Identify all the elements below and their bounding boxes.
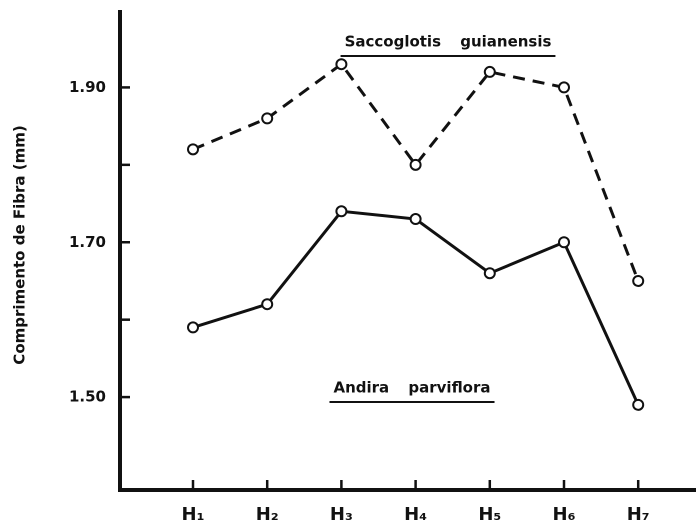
series-line (192, 62, 640, 282)
series-label: Andira parviflora (333, 379, 490, 397)
x-tick-label: H₃ (330, 504, 353, 525)
y-axis-label: Comprimento de Fibra (mm) (11, 125, 29, 364)
data-point (335, 205, 348, 218)
x-tick-label: H₂ (256, 504, 279, 525)
series-label: Saccoglotis guianensis (345, 33, 552, 51)
y-tick-label: 1.50 (69, 388, 106, 406)
x-tick-label: H₆ (553, 504, 576, 525)
series-line (192, 209, 640, 406)
data-point (483, 65, 496, 78)
data-point (335, 58, 348, 71)
data-point (187, 143, 199, 156)
data-point (632, 398, 645, 411)
x-tick-label: H₄ (404, 504, 427, 525)
data-point (409, 158, 422, 171)
data-point (483, 267, 496, 280)
data-point (632, 274, 645, 287)
data-point (261, 298, 274, 311)
y-tick-label: 1.90 (69, 78, 106, 96)
data-point (261, 112, 274, 125)
x-tick-label: H₁ (182, 504, 205, 525)
x-tick-label: H₇ (627, 504, 650, 525)
data-point (558, 81, 570, 94)
y-tick-label: 1.70 (69, 233, 106, 251)
data-point (409, 213, 422, 226)
data-point (558, 236, 570, 249)
x-tick-label: H₅ (478, 504, 501, 525)
data-point (187, 321, 199, 334)
